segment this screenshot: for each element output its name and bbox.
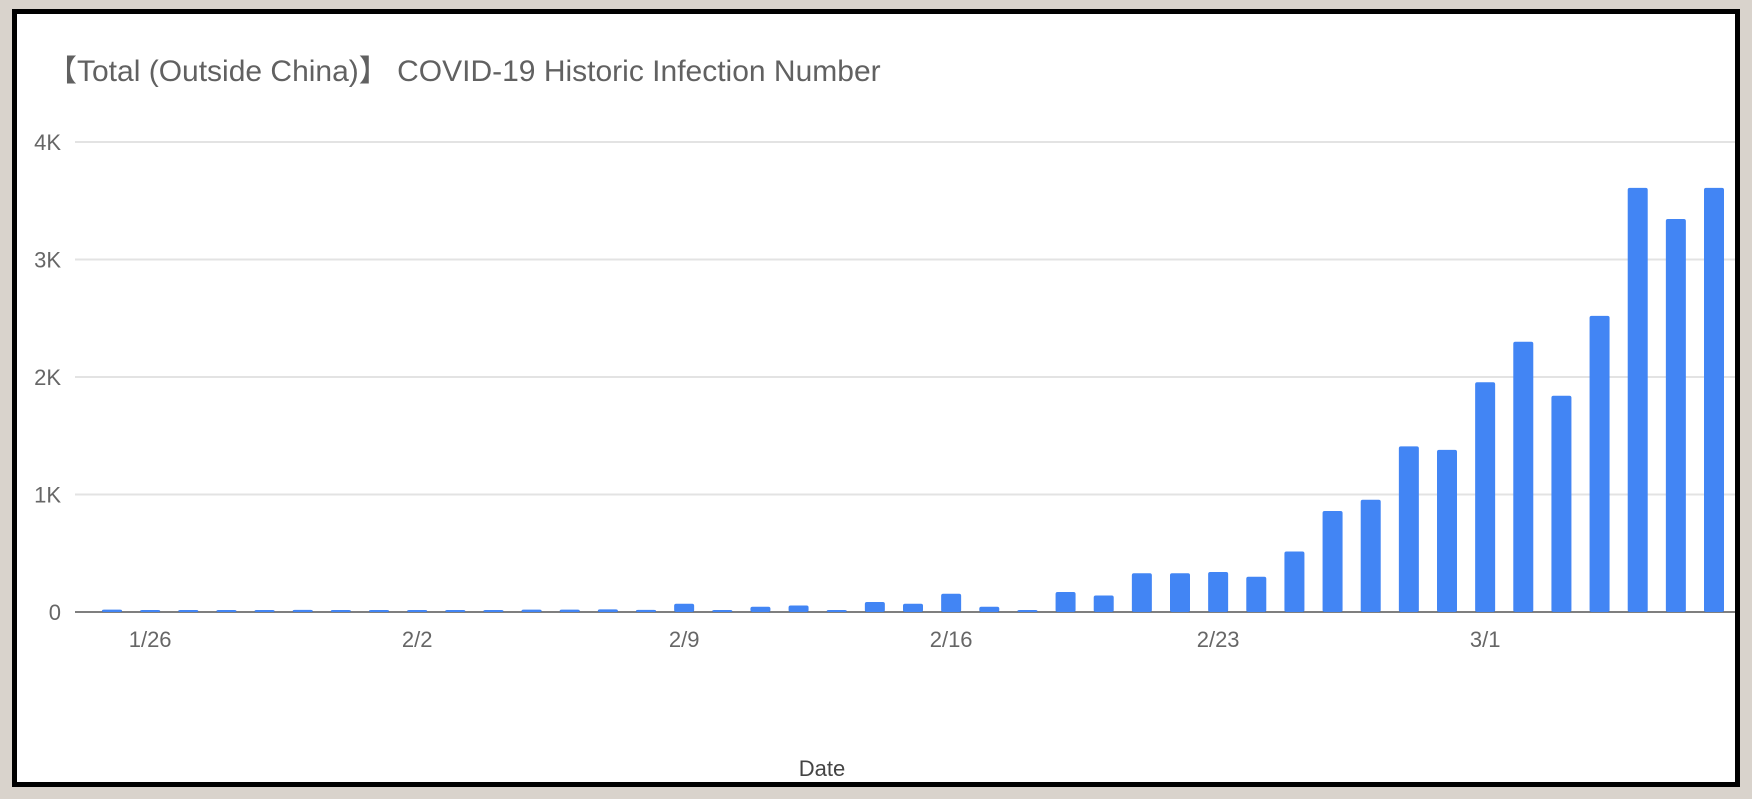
bar-3-7[interactable]	[1704, 187, 1724, 612]
bar-2-25[interactable]	[1284, 551, 1305, 612]
bar-1-27[interactable]	[178, 610, 199, 612]
bar-2-29[interactable]	[1437, 449, 1457, 612]
y-tick-label: 2K	[34, 365, 61, 390]
bar-2-15[interactable]	[903, 603, 923, 612]
x-tick-label: 2/16	[930, 627, 973, 652]
bar-2-9[interactable]	[674, 603, 695, 612]
bar-2-4[interactable]	[483, 610, 504, 612]
axes: Date 0 1K 2K 3K 4K 1/26 2/2 2/9 2/16 2/23 3/1	[34, 130, 1500, 781]
bar-2-6[interactable]	[559, 609, 580, 612]
bar-1-28[interactable]	[216, 610, 237, 612]
bar-2-24[interactable]	[1246, 576, 1267, 612]
bar-2-18[interactable]	[1017, 610, 1038, 612]
bar-3-1[interactable]	[1475, 382, 1496, 612]
bar-1-30[interactable]	[292, 609, 313, 612]
bar-2-27[interactable]	[1360, 499, 1381, 612]
bar-3-2[interactable]	[1513, 341, 1534, 612]
bar-2-5[interactable]	[521, 609, 542, 612]
bar-3-6[interactable]	[1665, 218, 1686, 612]
bar-3-5[interactable]	[1627, 187, 1648, 612]
bar-2-19[interactable]	[1055, 592, 1076, 612]
x-axis-title: Date	[799, 756, 845, 781]
chart-title: 【Total (Outside China)】 COVID-19 Histori…	[47, 55, 881, 88]
x-tick-label: 3/1	[1470, 627, 1501, 652]
x-tick-label: 1/26	[129, 627, 172, 652]
chart-frame: 【Total (Outside China)】 COVID-19 Histori…	[12, 9, 1740, 787]
bar-2-14[interactable]	[864, 602, 885, 612]
bar-2-2[interactable]	[407, 610, 428, 612]
bar-2-3[interactable]	[445, 610, 466, 612]
bar-2-23[interactable]	[1208, 572, 1229, 612]
bar-2-20[interactable]	[1093, 595, 1114, 612]
x-tick-label: 2/2	[402, 627, 433, 652]
bar-2-28[interactable]	[1398, 446, 1419, 612]
bar-2-8[interactable]	[636, 609, 656, 612]
bar-2-7[interactable]	[597, 609, 618, 612]
bar-1-29[interactable]	[254, 610, 275, 612]
bar-3-3[interactable]	[1551, 395, 1572, 612]
bar-2-21[interactable]	[1131, 573, 1152, 612]
bar-2-13[interactable]	[826, 610, 847, 612]
bar-1-31[interactable]	[330, 610, 351, 612]
y-tick-label: 1K	[34, 483, 61, 508]
bar-series	[102, 187, 1724, 612]
x-tick-label: 2/9	[669, 627, 700, 652]
bar-3-4[interactable]	[1589, 315, 1610, 612]
gridlines	[75, 141, 1735, 613]
y-tick-label: 0	[49, 600, 61, 625]
bar-2-1[interactable]	[369, 610, 389, 612]
bar-2-26[interactable]	[1322, 510, 1343, 612]
bar-1-25[interactable]	[102, 609, 122, 612]
y-tick-label: 3K	[34, 248, 61, 273]
bar-2-12[interactable]	[788, 605, 809, 612]
bar-2-10[interactable]	[712, 610, 733, 612]
y-tick-label: 4K	[34, 130, 61, 155]
bar-2-16[interactable]	[941, 593, 962, 612]
bar-1-26[interactable]	[140, 610, 161, 612]
bar-2-22[interactable]	[1170, 573, 1190, 612]
bar-2-11[interactable]	[750, 606, 771, 612]
bar-2-17[interactable]	[979, 606, 1000, 612]
chart-plot: Date 0 1K 2K 3K 4K 1/26 2/2 2/9 2/16 2/23 3/1	[34, 130, 1735, 781]
x-tick-label: 2/23	[1197, 627, 1240, 652]
